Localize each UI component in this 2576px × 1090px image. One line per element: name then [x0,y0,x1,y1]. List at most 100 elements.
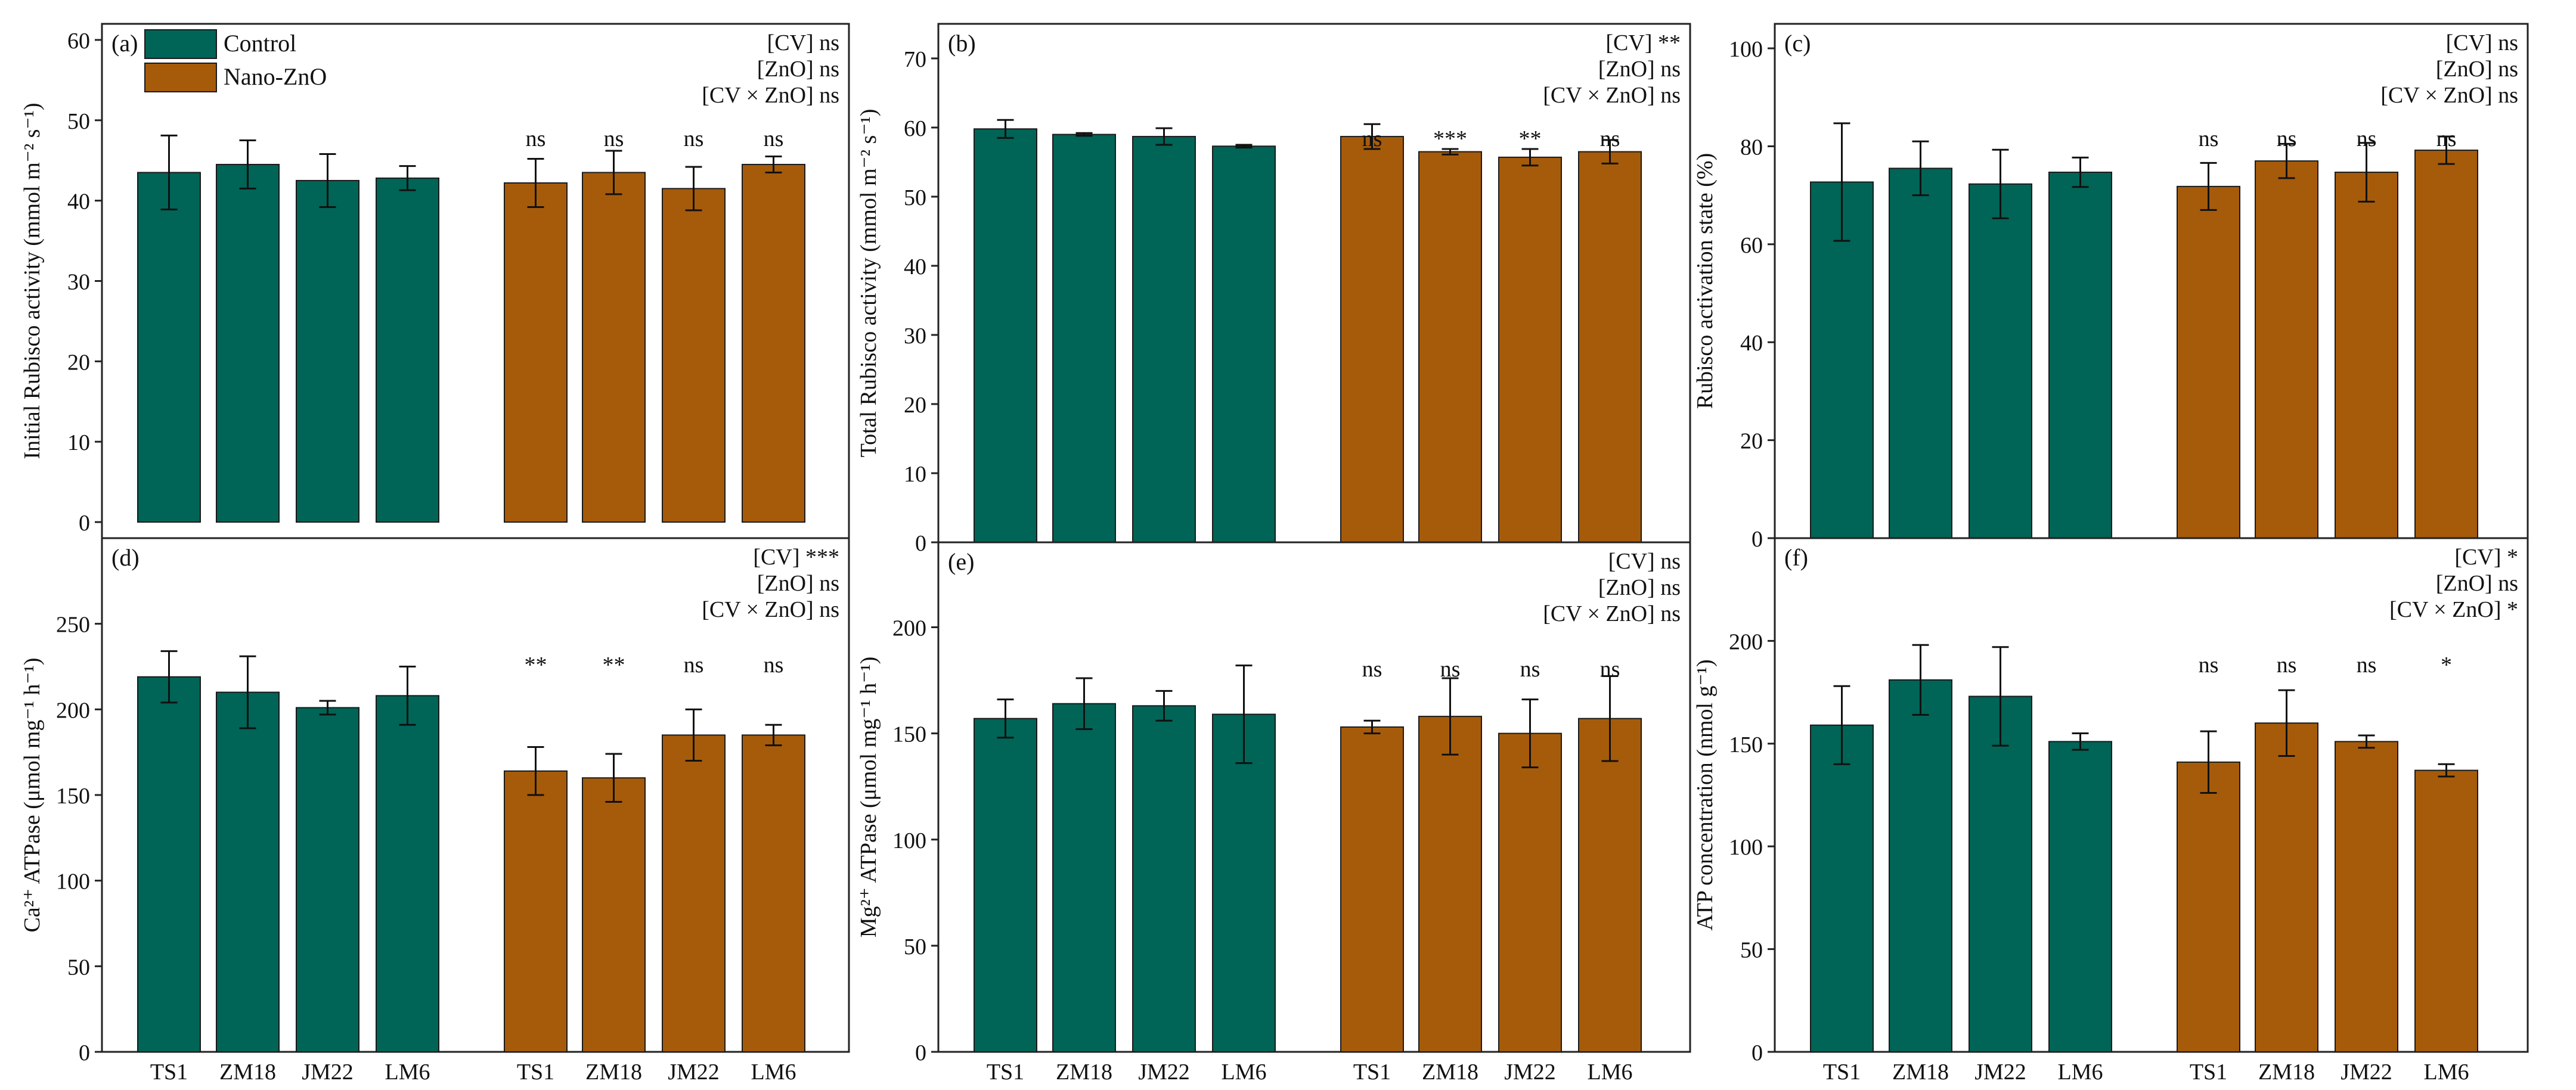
bar-nano-zno-jm22 [1498,732,1562,1052]
bar-nano-zno-jm22 [1498,156,1562,543]
y-axis-label: ATP concentration (nmol g⁻¹) [1692,659,1718,930]
x-tick-label: TS1 [1353,1060,1391,1085]
bar-control-lm6 [2048,741,2112,1053]
bar-control-zm18 [1889,679,1952,1052]
bar-nano-zno-ts1 [504,182,568,523]
bar-control-zm18 [216,163,280,523]
stat-line: [CV] *** [753,545,839,570]
panel-b: 0 10 20 30 40 50 60 70 Total Rubisco activity (m… [856,23,1691,556]
x-tick-label: JM22 [668,1060,720,1085]
y-tick-label: 60 [1740,233,1763,258]
panel-label: (a) [111,30,138,57]
y-tick-label: 20 [1740,429,1763,454]
y-tick-label: 50 [904,185,926,210]
bar-control-lm6 [376,695,439,1052]
x-tick-label: ZM18 [1892,1060,1949,1085]
bar-nano-zno-zm18 [1418,151,1482,544]
y-axis-label: Total Rubisco activity (mmol m⁻² s⁻¹) [856,109,881,458]
bar-control-jm22 [1969,183,2032,539]
x-tick-label: TS1 [987,1060,1024,1085]
significance-label: ns [684,653,704,678]
y-tick-label: 150 [56,784,90,809]
y-tick-label: 100 [56,869,90,895]
y-tick-label: 100 [1729,835,1763,860]
y-tick-label: 200 [892,616,926,641]
stat-line: [CV] ns [767,30,839,55]
legend-swatch-control [144,29,217,59]
y-tick-label: 20 [67,350,90,375]
significance-label: ns [2436,126,2457,151]
panel-label: (b) [948,30,976,57]
bar-nano-zno-zm18 [2255,160,2318,539]
y-axis-label: Mg²⁺ ATPase (μmol mg⁻¹ h⁻¹) [856,657,881,938]
bar-nano-zno-jm22 [662,188,726,523]
stat-line: [ZnO] ns [757,57,839,82]
x-tick-label: TS1 [1823,1060,1861,1085]
legend-label-nano-zno: Nano-ZnO [224,63,327,90]
bar-nano-zno-lm6 [2414,150,2478,539]
y-tick-label: 150 [892,722,926,747]
bar-nano-zno-ts1 [2177,185,2240,539]
y-tick-label: 150 [1729,732,1763,757]
bar-control-jm22 [1969,695,2032,1052]
stat-line: [CV] ** [1605,30,1681,55]
y-tick-label: 200 [56,698,90,723]
y-tick-label: 0 [79,511,90,536]
significance-label: ns [1600,126,1620,151]
y-tick-label: 50 [904,934,926,959]
significance-label: ns [1362,126,1382,151]
y-tick-label: 0 [1752,527,1763,552]
bar-nano-zno-lm6 [2414,769,2478,1053]
stat-line: [ZnO] ns [757,571,839,596]
x-tick-label: TS1 [2190,1060,2227,1085]
bar-nano-zno-lm6 [742,734,805,1052]
significance-label: ns [2357,653,2377,678]
bar-nano-zno-zm18 [582,777,646,1053]
x-tick-label: TS1 [517,1060,554,1085]
stat-line: [ZnO] ns [1598,575,1681,600]
x-tick-label: TS1 [150,1060,188,1085]
y-tick-label: 0 [915,531,926,556]
significance-label: ** [603,653,625,678]
x-tick-label: LM6 [1222,1060,1267,1085]
significance-label: ns [2357,126,2377,151]
significance-label: ns [2277,126,2297,151]
y-tick-label: 40 [67,190,90,215]
bar-nano-zno-ts1 [2177,761,2240,1053]
x-tick-label: LM6 [385,1060,430,1085]
bar-nano-zno-jm22 [2335,741,2398,1053]
panel-f: 0 50 100 150 200 ATP concentration (nmol g⁻¹)… [1692,537,2529,1085]
significance-label: ns [764,653,784,678]
x-tick-label: JM22 [1974,1060,2026,1085]
bar-control-zm18 [1052,133,1116,544]
bar-nano-zno-zm18 [582,172,646,523]
y-tick-label: 30 [67,270,90,295]
x-tick-label: ZM18 [2258,1060,2315,1085]
bar-control-jm22 [296,707,359,1052]
y-tick-label: 80 [1740,135,1763,160]
bar-control-ts1 [974,718,1037,1052]
bar-control-jm22 [1132,136,1196,543]
stat-line: [CV × ZnO] ns [702,83,839,108]
panel-a: 0 10 20 30 40 50 60 Initial Rubisco activity (m… [20,23,850,539]
bar-nano-zno-zm18 [1418,716,1482,1052]
panel-frame [937,541,1691,1053]
significance-label: ns [764,126,784,151]
y-tick-label: 100 [892,828,926,853]
significance-label: *** [1433,126,1467,151]
x-tick-label: ZM18 [1056,1060,1112,1085]
significance-label: ** [1519,126,1542,151]
panel-d: 0 50 100 150 200 250 Ca²⁺ ATPase (μmol mg⁻¹ h⁻… [20,537,850,1085]
bar-nano-zno-jm22 [2335,172,2398,539]
y-tick-label: 30 [904,324,926,349]
panel-frame [1774,537,2529,1053]
x-tick-label: JM22 [302,1060,354,1085]
y-tick-label: 60 [67,29,90,54]
x-tick-label: LM6 [2058,1060,2103,1085]
stat-line: [CV × ZnO] ns [2380,83,2518,108]
bar-control-ts1 [1810,724,1874,1052]
bar-nano-zno-lm6 [742,163,805,523]
x-tick-label: LM6 [1588,1060,1633,1085]
y-tick-label: 60 [904,116,926,141]
